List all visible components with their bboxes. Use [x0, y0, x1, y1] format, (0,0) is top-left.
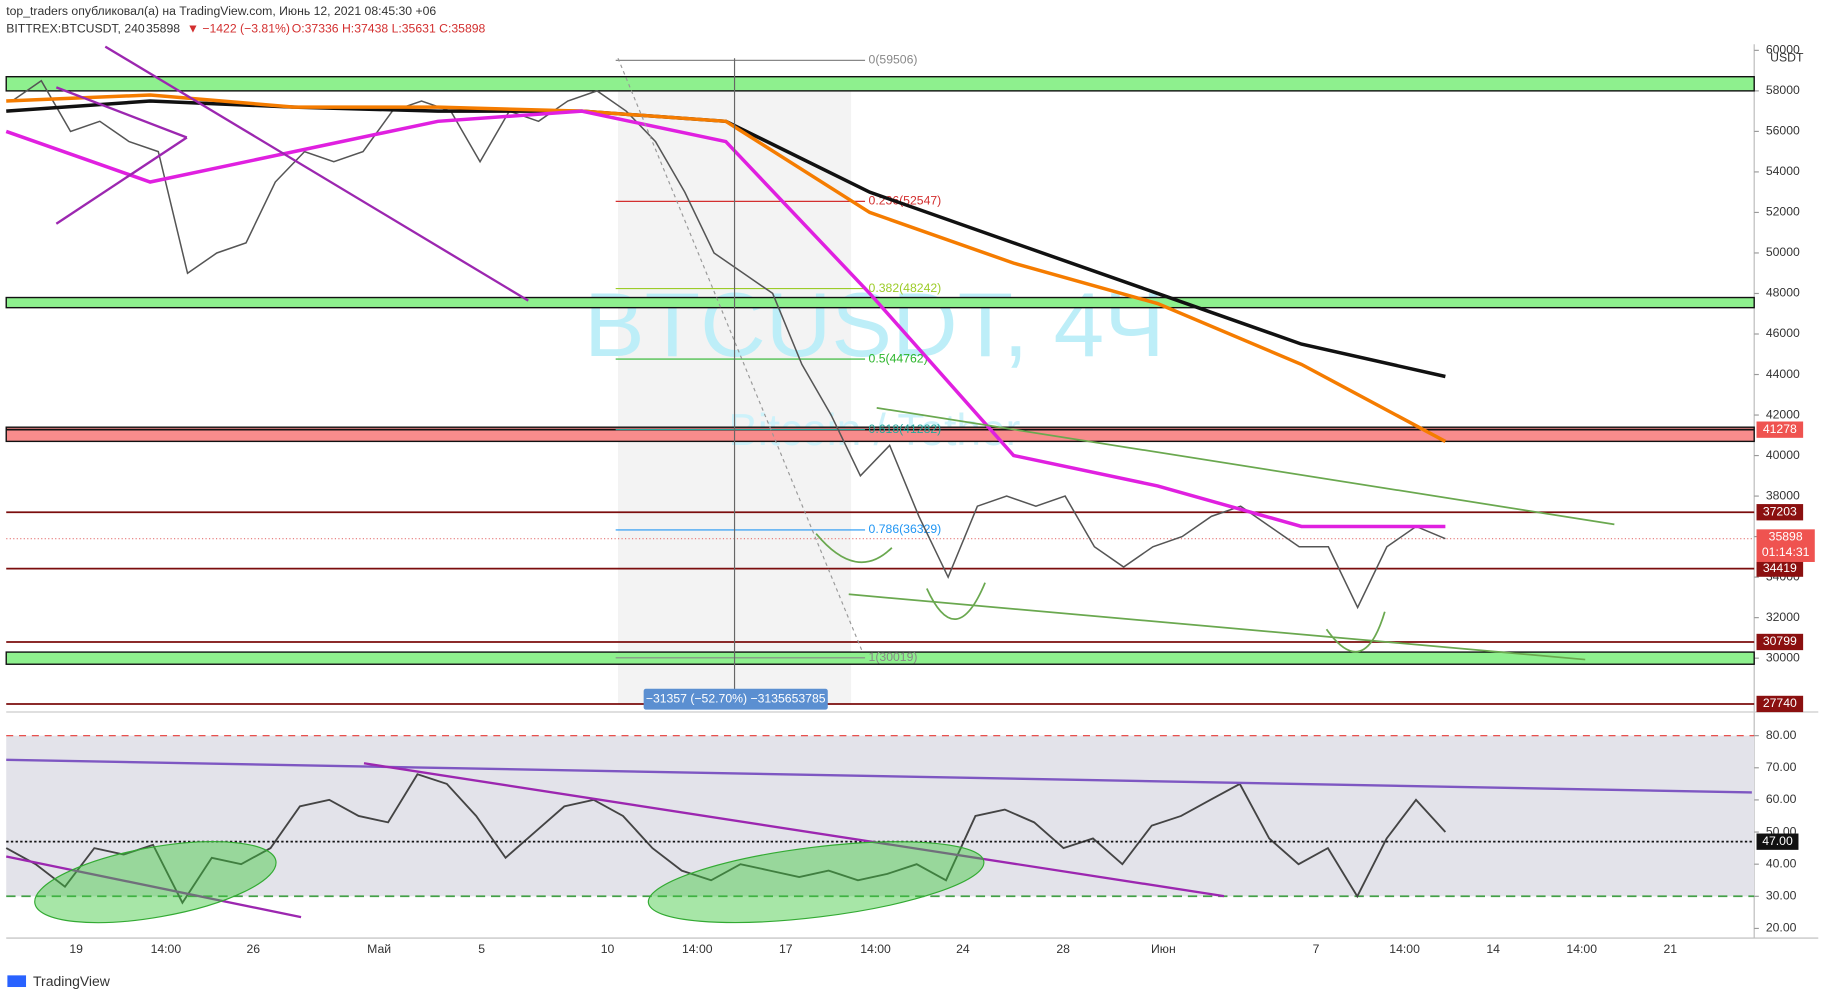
y-tick-label: 30.00 — [1766, 889, 1797, 903]
y-tick-label: 40000 — [1766, 448, 1800, 462]
x-tick-label: 5 — [478, 942, 485, 956]
rsi-trendline — [6, 758, 1752, 794]
x-tick-label: Май — [367, 942, 391, 956]
series-line — [5, 109, 1446, 529]
rsi-highlight — [647, 841, 985, 924]
annotation-arc — [1325, 611, 1386, 653]
y-tick-label: 38000 — [1766, 488, 1800, 502]
level-tag — [1756, 560, 1804, 577]
y-tick-label: 60000 — [1766, 43, 1800, 57]
plot: 3000032000340003600038000400004200044000… — [5, 43, 1819, 956]
annotation-arc — [926, 582, 986, 620]
y-tick-label: 50000 — [1766, 245, 1800, 259]
x-tick-label: 14:00 — [1389, 942, 1420, 956]
zone — [5, 75, 1755, 92]
x-tick-label: 26 — [246, 942, 260, 956]
y-tick-label: 80.00 — [1766, 728, 1797, 742]
last-price-tag — [1756, 529, 1815, 562]
last-price-label: 35898 — [1769, 530, 1803, 544]
trendline — [876, 406, 1615, 526]
last-price: 35898 — [146, 21, 180, 35]
y-tick-label: 32000 — [1766, 610, 1800, 624]
x-tick-label: 7 — [1313, 942, 1320, 956]
y-tick-label: 46000 — [1766, 326, 1800, 340]
x-tick-label: 14:00 — [151, 942, 182, 956]
x-tick-label: 28 — [1056, 942, 1070, 956]
annotation-arc — [815, 533, 893, 564]
x-tick-label: 21 — [1663, 942, 1677, 956]
level-tag — [1756, 695, 1804, 713]
x-tick-label: 14:00 — [682, 942, 713, 956]
change: ▼ −1422 (−3.81%) — [187, 21, 290, 35]
fib-label: 1(30019) — [869, 650, 918, 664]
y-tick-label: 56000 — [1766, 124, 1800, 138]
y-tick-label: 40.00 — [1766, 856, 1797, 870]
rsi-current-tag — [1756, 833, 1799, 850]
ohlc: O:37336 H:37438 L:35631 C:35898 — [292, 21, 486, 35]
series-line — [5, 773, 1447, 905]
y-tick-label: 58000 — [1766, 83, 1800, 97]
y-tick-label: 70.00 — [1766, 760, 1797, 774]
fib-label: 0(59506) — [869, 53, 918, 67]
rsi-trendline — [5, 855, 302, 919]
x-tick-label: 17 — [779, 942, 793, 956]
zone — [5, 426, 1755, 443]
series-line — [11, 79, 1446, 610]
level-label: 34419 — [1763, 561, 1797, 575]
fib-diagonal — [617, 58, 864, 653]
trendline — [55, 136, 188, 225]
x-tick-label: 24 — [956, 942, 970, 956]
logo — [7, 975, 27, 988]
fib-label: 0.618(41282) — [869, 422, 942, 436]
level-label: 41278 — [1763, 422, 1797, 436]
fib-label: 0.382(48242) — [869, 281, 942, 295]
y-tick-label: 54000 — [1766, 164, 1800, 178]
level-tag — [1756, 421, 1804, 438]
rsi-highlight — [34, 841, 277, 924]
symbol: BITTREX:BTCUSDT, 240 — [6, 21, 145, 35]
currency: USDT — [1770, 50, 1804, 64]
x-tick-label: 14:00 — [1566, 942, 1597, 956]
trendline — [104, 45, 529, 302]
y-tick-label: 60.00 — [1766, 792, 1797, 806]
rsi-current-label: 47.00 — [1762, 834, 1793, 848]
byline: top_traders опубликовал(а) на TradingVie… — [6, 4, 436, 18]
trendline — [848, 593, 1586, 661]
x-tick-label: 14 — [1486, 942, 1500, 956]
x-tick-label: 19 — [69, 942, 83, 956]
level-label: 30799 — [1763, 634, 1797, 648]
y-tick-label: 20.00 — [1766, 921, 1797, 935]
level-label: 37203 — [1763, 504, 1797, 518]
x-tick-label: 10 — [601, 942, 615, 956]
trendline — [55, 86, 188, 139]
y-tick-label: 42000 — [1766, 407, 1800, 421]
level-tag — [1756, 504, 1804, 521]
rsi-band — [6, 735, 1755, 897]
footer: TradingView — [33, 973, 111, 989]
y-tick-label: 44000 — [1766, 367, 1800, 381]
x-tick-label: 14:00 — [860, 942, 891, 956]
y-tick-label: 52000 — [1766, 205, 1800, 219]
level-tag — [1756, 633, 1804, 651]
fib-label: 0.5(44762) — [869, 351, 928, 365]
zone — [5, 651, 1755, 665]
level-label: 27740 — [1763, 696, 1797, 710]
y-tick-label: 30000 — [1766, 650, 1800, 664]
series-line — [6, 93, 1447, 443]
measure-box — [643, 688, 828, 710]
fib-label: 0.786(36329) — [869, 522, 942, 536]
countdown: 01:14:31 — [1762, 545, 1810, 559]
x-tick-label: Июн — [1151, 942, 1176, 956]
measure-label: −31357 (−52.70%) −3135653785 — [646, 691, 826, 705]
rsi-trendline — [363, 762, 1225, 898]
y-tick-label: 48000 — [1766, 286, 1800, 300]
